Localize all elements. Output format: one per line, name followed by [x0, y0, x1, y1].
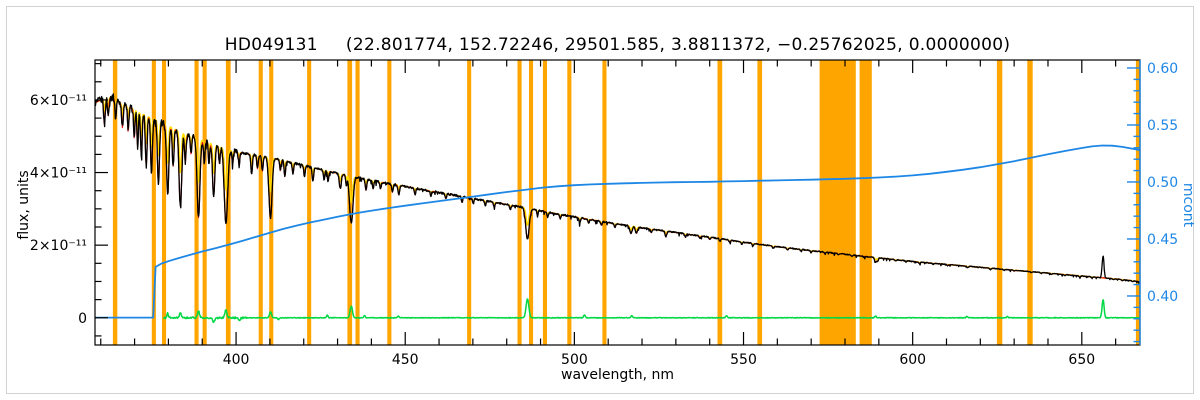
masked-band: [717, 60, 723, 345]
masked-band: [151, 60, 156, 345]
y-left-tick-label: 0: [78, 311, 87, 327]
masked-band: [529, 60, 534, 345]
axes: [94, 59, 1141, 346]
masked-band: [567, 60, 572, 345]
y-axis-label-right: mcont: [1180, 182, 1196, 228]
plot-title: HD049131 (22.801774, 152.72246, 29501.585…: [95, 35, 1140, 55]
masked-band: [996, 60, 1003, 345]
y-left-tick-label: 2×10⁻¹¹: [30, 238, 87, 254]
y-right-tick-label: 0.45: [1147, 232, 1178, 248]
plot-frame: [94, 59, 1141, 346]
y-left-tick-label: 6×10⁻¹¹: [30, 93, 87, 109]
masked-band: [225, 60, 231, 345]
x-tick-label: 500: [561, 352, 588, 368]
masked-band: [602, 60, 607, 345]
masked-band: [202, 60, 207, 345]
masked-band: [757, 60, 763, 345]
tick-labels: 400 450 500 550 600 650 6×10⁻¹¹ 4×10⁻¹¹ 2×10⁻¹¹ 0…: [30, 61, 1178, 368]
y-right-tick-label: 0.40: [1147, 289, 1178, 305]
star-params: (22.801774, 152.72246, 29501.585, 3.8811…: [345, 35, 1011, 55]
masked-band: [387, 60, 392, 345]
x-tick-label: 600: [899, 352, 926, 368]
right-axis: [1127, 60, 1141, 345]
masked-band: [258, 60, 263, 345]
y-right-tick-label: 0.55: [1147, 118, 1178, 134]
masked-band: [194, 60, 199, 345]
x-tick-label: 400: [223, 352, 250, 368]
masked-band: [112, 60, 118, 345]
x-tick-label: 550: [730, 352, 757, 368]
y-right-tick-label: 0.60: [1147, 61, 1178, 77]
x-axis-label: wavelength, nm: [561, 367, 674, 383]
masked-regions: [112, 60, 1140, 345]
x-tick-label: 650: [1068, 352, 1095, 368]
masked-band: [859, 60, 872, 345]
masked-band: [467, 60, 472, 345]
mcont-curve: [95, 144, 1140, 319]
masked-band: [819, 60, 856, 345]
masked-band: [517, 60, 522, 345]
masked-band: [542, 60, 547, 345]
curves: [95, 93, 1140, 323]
residual-curve: [162, 298, 1140, 323]
observed-curve: [95, 93, 1140, 284]
masked-band: [1027, 60, 1033, 345]
masked-band: [1135, 60, 1140, 345]
masked-band: [355, 60, 360, 345]
star-id: HD049131: [224, 35, 318, 55]
fit-curve: [95, 96, 1140, 283]
masked-band: [307, 60, 312, 345]
y-right-tick-label: 0.50: [1147, 175, 1178, 191]
y-axis-label-left: flux, units: [16, 170, 32, 240]
fit-alt-curve: [95, 96, 1140, 283]
y-left-tick-label: 4×10⁻¹¹: [30, 166, 87, 182]
x-tick-label: 450: [392, 352, 419, 368]
masked-band: [162, 60, 167, 345]
